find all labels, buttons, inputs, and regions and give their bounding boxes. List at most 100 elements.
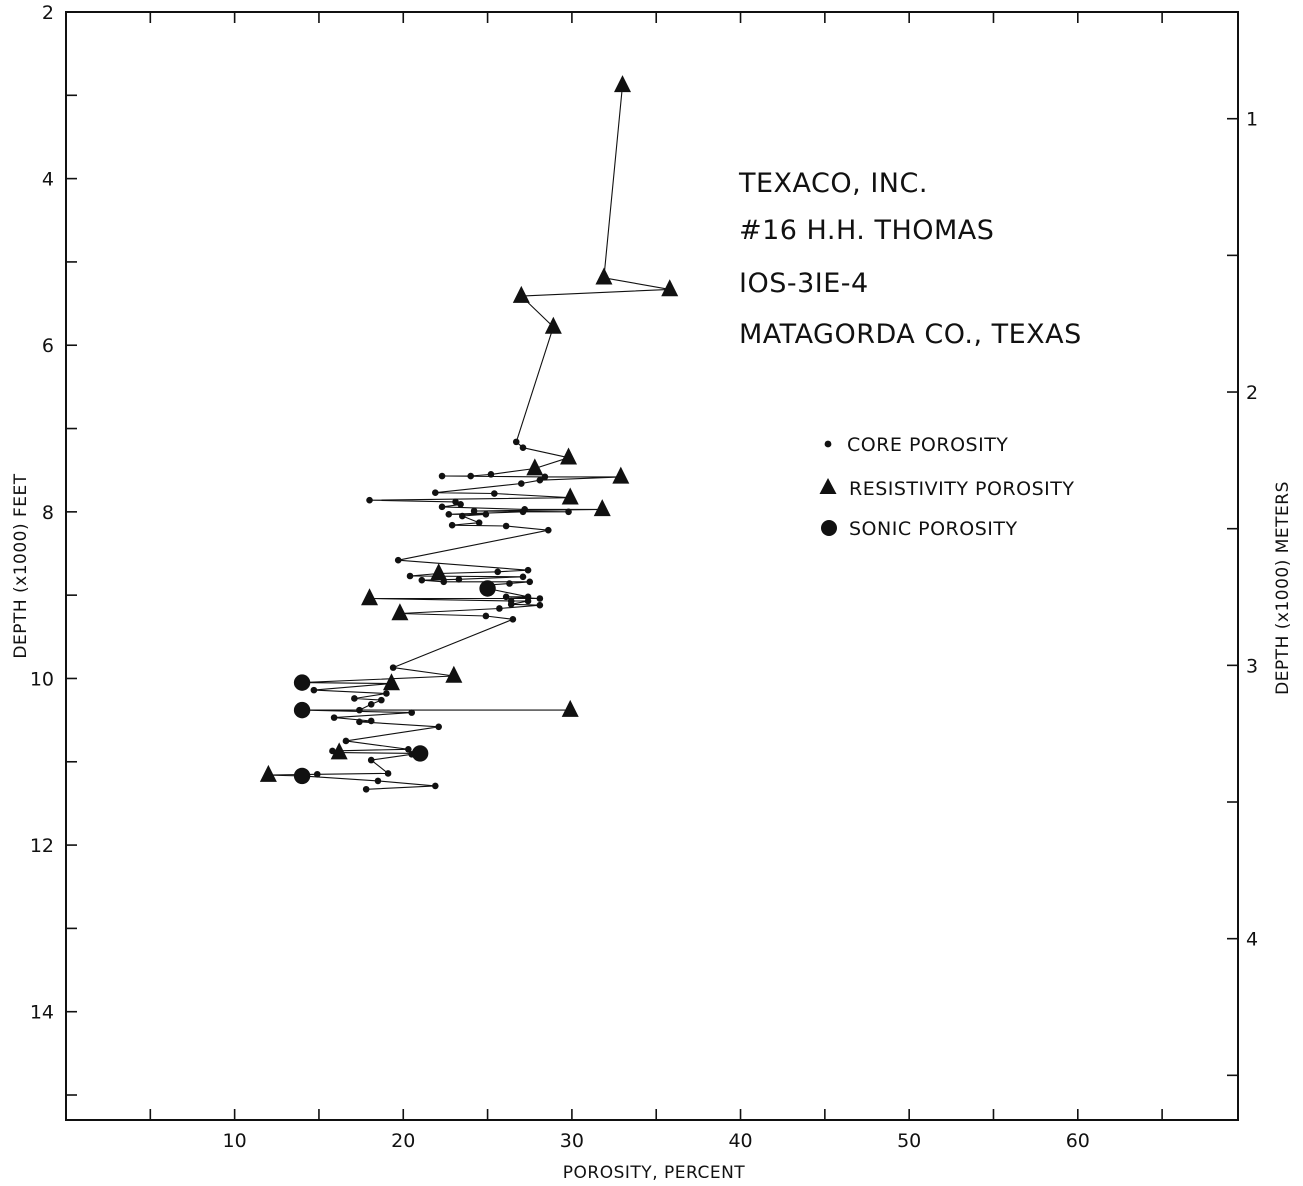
core-porosity-point	[467, 472, 475, 480]
resistivity-porosity-point	[430, 563, 448, 581]
plot-frame	[65, 11, 1239, 1121]
x-axis-title: POROSITY, PERCENT	[563, 1163, 745, 1183]
annotation-line-2: #16 H.H. THOMAS	[739, 215, 994, 246]
core-porosity-point	[482, 612, 490, 620]
core-porosity-point	[378, 696, 385, 704]
y-tick-label: 12	[30, 835, 54, 857]
legend-resistivity-marker	[819, 478, 837, 494]
y-axis-title: DEPTH (x1000) FEET	[11, 473, 31, 658]
core-porosity-point	[367, 700, 375, 708]
core-porosity-point	[507, 601, 515, 608]
core-porosity-point	[383, 690, 390, 697]
core-porosity-point	[536, 601, 544, 609]
core-porosity-point	[389, 664, 397, 671]
y-tick-label: 10	[30, 668, 54, 690]
core-porosity-point	[435, 723, 442, 731]
core-porosity-point	[455, 576, 463, 583]
y-tick-label: 4	[42, 169, 54, 191]
well-annotation: TEXACO, INC. #16 H.H. THOMAS IOS-3IE-4 M…	[738, 168, 1082, 350]
core-porosity-point	[362, 785, 370, 793]
resistivity-porosity-point	[661, 279, 679, 297]
core-porosity-point	[445, 511, 453, 518]
y-tick-label: 2	[42, 2, 54, 24]
core-porosity-point	[438, 472, 446, 480]
resistivity-porosity-point	[382, 673, 400, 691]
sonic-porosity-point	[293, 701, 311, 719]
depth-connector-line	[267, 85, 671, 790]
y-right-tick-label: 3	[1246, 655, 1258, 677]
core-porosity-point	[394, 556, 402, 564]
core-porosity-point	[565, 508, 572, 516]
resistivity-porosity-point	[595, 267, 613, 285]
resistivity-porosity-point	[613, 75, 631, 93]
core-porosity-point	[351, 695, 358, 702]
resistivity-porosity-point	[330, 742, 348, 760]
core-porosity-point	[384, 770, 392, 777]
resistivity-porosity-point	[561, 487, 579, 505]
legend: CORE POROSITY RESISTIVITY POROSITY SONIC…	[819, 434, 1074, 540]
core-porosity-point	[367, 717, 375, 725]
core-porosity-point	[356, 718, 363, 726]
y-right-tick-label: 1	[1246, 109, 1258, 131]
core-porosity-point	[310, 686, 318, 694]
core-porosity-point	[438, 503, 446, 511]
y-right-tick-label: 2	[1246, 382, 1258, 404]
core-porosity-point	[524, 566, 532, 574]
resistivity-porosity-point	[544, 316, 562, 334]
sonic-porosity-points	[293, 580, 496, 785]
resistivity-porosity-point	[512, 285, 530, 303]
core-porosity-point	[475, 519, 483, 526]
resistivity-porosity-point	[612, 466, 630, 484]
core-porosity-point	[506, 580, 513, 587]
core-porosity-point	[519, 508, 527, 516]
core-porosity-point	[509, 616, 517, 623]
core-porosity-point	[366, 496, 373, 504]
legend-core-marker	[824, 440, 832, 448]
resistivity-porosity-point	[361, 588, 379, 606]
y-tick-label: 6	[42, 335, 54, 357]
core-porosity-point	[502, 593, 510, 601]
y-right-tick-label: 4	[1246, 929, 1258, 951]
resistivity-porosity-point	[445, 665, 463, 683]
resistivity-porosity-point	[391, 603, 409, 621]
legend-sonic-label: SONIC POROSITY	[849, 518, 1018, 540]
x-tick-label: 30	[560, 1130, 584, 1152]
x-tick-label: 50	[897, 1130, 921, 1152]
core-porosity-point	[482, 511, 490, 518]
connector-lines	[267, 85, 671, 790]
sonic-porosity-point	[479, 580, 496, 597]
sonic-porosity-point	[293, 767, 311, 785]
core-porosity-point	[408, 709, 415, 716]
resistivity-porosity-point	[526, 458, 544, 476]
core-porosity-points	[310, 438, 572, 793]
resistivity-porosity-point	[259, 764, 277, 782]
core-porosity-point	[487, 471, 495, 478]
core-porosity-point	[330, 714, 338, 721]
core-porosity-point	[458, 512, 466, 520]
core-porosity-point	[518, 480, 525, 487]
core-porosity-point	[470, 507, 478, 515]
y-tick-label: 8	[42, 502, 54, 524]
core-porosity-point	[405, 745, 412, 753]
resistivity-porosity-point	[561, 699, 579, 717]
resistivity-porosity-point	[560, 447, 578, 465]
core-porosity-point	[418, 576, 426, 584]
annotation-line-1: TEXACO, INC.	[738, 168, 928, 199]
core-porosity-point	[329, 747, 336, 755]
core-porosity-point	[502, 522, 510, 530]
x-tick-label: 20	[391, 1130, 415, 1152]
core-porosity-point	[519, 444, 527, 452]
x-tick-label: 10	[223, 1130, 247, 1152]
core-porosity-point	[491, 490, 498, 497]
core-porosity-point	[536, 595, 544, 602]
ticks	[66, 11, 1238, 1120]
core-porosity-point	[544, 526, 552, 534]
x-tick-label: 60	[1066, 1130, 1090, 1152]
core-porosity-point	[342, 737, 350, 745]
core-porosity-point	[452, 498, 459, 506]
core-porosity-point	[406, 572, 414, 580]
core-porosity-point	[526, 578, 534, 586]
annotation-line-4: MATAGORDA CO., TEXAS	[739, 319, 1082, 350]
